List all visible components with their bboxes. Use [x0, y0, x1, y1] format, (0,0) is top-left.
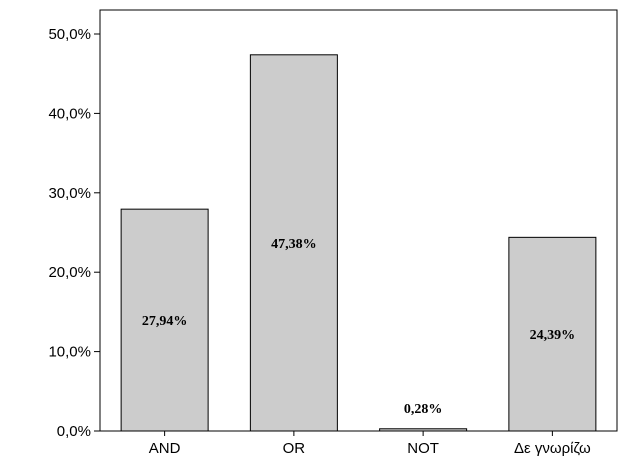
y-tick-label: 20,0% — [48, 264, 91, 281]
x-category-label: AND — [149, 440, 181, 457]
bar-2 — [249, 54, 338, 432]
x-category-label: NOT — [407, 440, 439, 457]
bars: 27,94% 47,38% 0,28% 24,39% — [120, 54, 597, 432]
y-tick-label: 40,0% — [48, 105, 91, 122]
y-axis: 0,0% 10,0% 20,0% 30,0% 40,0% 50,0% — [48, 26, 101, 440]
data-label: 27,94% — [142, 314, 188, 329]
y-tick-label: 0,0% — [57, 423, 91, 440]
y-tick-label: 30,0% — [48, 185, 91, 202]
x-category-label: Δε γνωρίζω — [514, 440, 591, 457]
data-label: 24,39% — [530, 328, 576, 343]
data-label: 0,28% — [404, 402, 443, 417]
x-category-label: OR — [283, 440, 306, 457]
x-axis: AND OR NOT Δε γνωρίζω — [100, 430, 617, 457]
y-tick-label: 50,0% — [48, 26, 91, 43]
data-label: 47,38% — [271, 237, 317, 252]
y-tick-label: 10,0% — [48, 344, 91, 361]
